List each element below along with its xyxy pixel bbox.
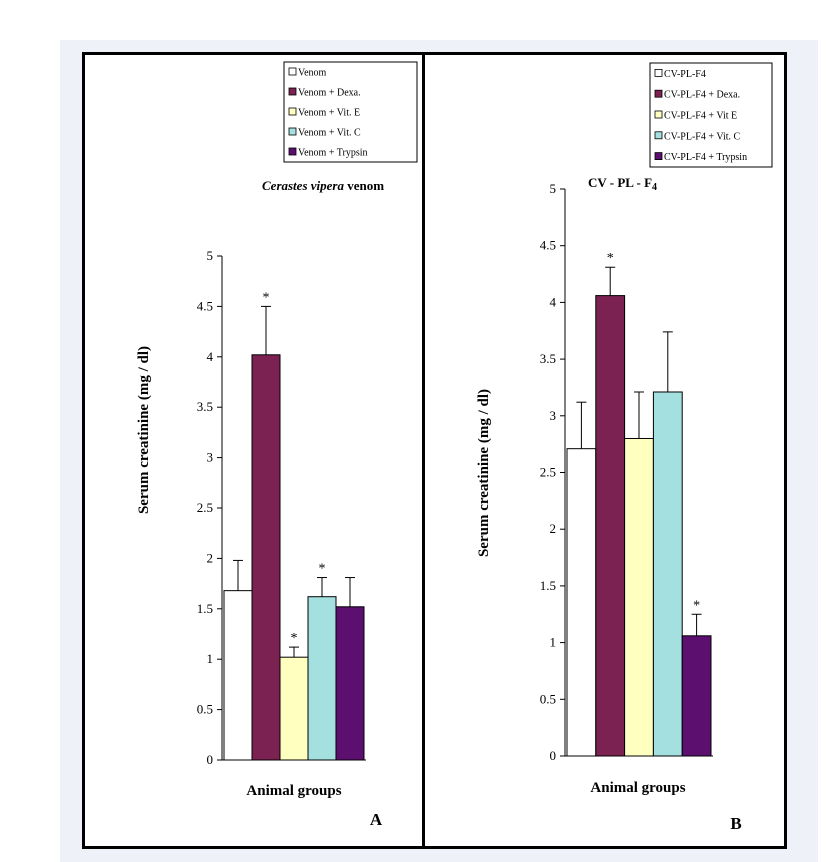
- chart-title: CV - PL - F4: [588, 175, 657, 193]
- panel-divider: [422, 52, 425, 849]
- legend-swatch: [288, 87, 297, 96]
- legend: CV-PL-F4 CV-PL-F4 + Dexa. CV-PL-F4 + Vit E…: [649, 62, 773, 168]
- legend-swatch: [288, 107, 297, 116]
- legend: Venom Venom + Dexa. Venom + Vit. E Venom + …: [283, 61, 418, 163]
- legend-box: [283, 61, 418, 163]
- y-tick-label: 1.5: [197, 601, 213, 616]
- panel-letter: B: [730, 814, 741, 833]
- chart-panel-a: 0 0.5 1 1.5 2 2.5 3 3.5 4 4.5 5 * * * Venom Venom + Dex…: [136, 61, 418, 829]
- bar: [624, 437, 654, 757]
- y-tick-label: 2.5: [197, 500, 213, 515]
- y-tick-label: 3.5: [540, 351, 556, 366]
- y-tick-label: 5: [550, 181, 557, 196]
- y-tick-label: 3: [207, 450, 214, 465]
- legend-swatch: [288, 67, 297, 76]
- y-axis-title: Serum creatinine (mg / dl): [136, 346, 152, 514]
- legend-entry: CV-PL-F4 + Trypsin: [664, 152, 747, 163]
- y-tick-label: 0.5: [197, 702, 213, 717]
- bar: [335, 606, 365, 761]
- bar: [223, 590, 253, 761]
- panel-letter: A: [370, 810, 383, 829]
- legend-entry: CV-PL-F4: [664, 69, 706, 80]
- legend-entry: Venom + Dexa.: [298, 88, 361, 99]
- significance-marker: *: [263, 290, 270, 305]
- bar: [279, 656, 309, 761]
- y-tick-label: 2: [207, 550, 214, 565]
- legend-swatch: [288, 147, 297, 156]
- y-tick-label: 1.5: [540, 578, 556, 593]
- y-tick-label: 0: [207, 752, 214, 767]
- significance-marker: *: [319, 562, 326, 577]
- y-tick-label: 3: [550, 408, 557, 423]
- y-tick-label: 1: [207, 651, 214, 666]
- bar: [595, 295, 626, 757]
- y-tick-label: 4.5: [540, 238, 556, 253]
- legend-swatch: [288, 127, 297, 136]
- legend-entry: Venom: [298, 68, 327, 79]
- y-tick-label: 3.5: [197, 399, 213, 414]
- legend-swatch: [654, 152, 663, 161]
- y-tick-label: 4: [207, 349, 214, 364]
- significance-marker: *: [607, 251, 614, 266]
- y-tick-label: 1: [550, 635, 557, 650]
- legend-entry: CV-PL-F4 + Dexa.: [664, 90, 740, 101]
- bar: [681, 635, 712, 757]
- legend-swatch: [654, 110, 663, 119]
- legend-box: [649, 62, 773, 168]
- bar: [251, 354, 281, 761]
- chart-title: Cerastes vipera venom: [262, 178, 384, 193]
- y-tick-label: 5: [207, 248, 214, 263]
- y-tick-label: 2: [550, 521, 557, 536]
- legend-entry: Venom + Trypsin: [298, 148, 368, 159]
- significance-marker: *: [291, 631, 298, 646]
- legend-swatch: [654, 69, 663, 77]
- legend-entry: CV-PL-F4 + Vit E: [664, 111, 737, 122]
- legend-entry: Venom + Vit. E: [298, 108, 360, 119]
- legend-swatch: [654, 89, 663, 98]
- significance-marker: *: [693, 598, 700, 613]
- x-axis-title: Animal groups: [590, 780, 685, 796]
- chart-panel-b: 0 0.5 1 1.5 2 2.5 3 3.5 4 4.5 5 * * CV-PL-F4 CV-PL-F4 …: [476, 62, 773, 833]
- y-axis-title: Serum creatinine (mg / dl): [476, 389, 492, 557]
- y-tick-label: 0: [550, 748, 557, 763]
- bar: [566, 448, 597, 757]
- bar: [652, 391, 683, 757]
- y-tick-label: 4: [550, 294, 557, 309]
- x-axis-title: Animal groups: [246, 783, 341, 799]
- y-tick-label: 2.5: [540, 465, 556, 480]
- legend-entry: CV-PL-F4 + Vit. C: [664, 131, 741, 142]
- legend-entry: Venom + Vit. C: [298, 128, 361, 139]
- y-tick-label: 4.5: [197, 298, 213, 313]
- bar: [307, 596, 337, 761]
- y-tick-label: 0.5: [540, 691, 556, 706]
- legend-swatch: [654, 131, 663, 140]
